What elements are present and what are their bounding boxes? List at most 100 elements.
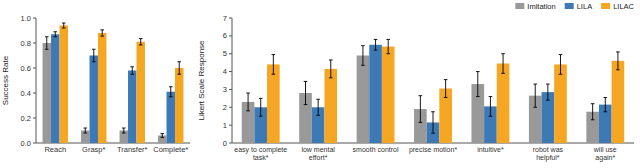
error-cap	[501, 73, 505, 74]
error-cap	[489, 96, 493, 97]
x-tick-label-line: intuitive*	[477, 146, 504, 153]
error-cap	[259, 98, 263, 99]
error-bar	[489, 97, 493, 117]
x-tick-label-line: will use	[593, 146, 617, 153]
legend: Imitation LILA LILAC	[515, 2, 634, 11]
error-line	[55, 32, 56, 37]
error-line	[592, 104, 593, 120]
error-cap	[546, 84, 550, 85]
error-cap	[616, 51, 620, 52]
error-bar	[139, 39, 143, 45]
y-tick-label: 0	[223, 139, 227, 148]
error-cap	[316, 115, 320, 116]
error-bar	[316, 99, 320, 115]
bar	[542, 92, 555, 143]
error-bar	[259, 98, 263, 116]
error-cap	[316, 99, 320, 100]
x-tick-label-line: low mental	[301, 146, 335, 153]
legend-swatch	[565, 3, 574, 9]
error-cap	[304, 104, 308, 105]
error-cap	[386, 39, 390, 40]
error-cap	[130, 74, 134, 75]
error-line	[93, 49, 94, 62]
error-cap	[83, 128, 87, 129]
error-bar	[603, 97, 607, 111]
error-cap	[533, 107, 537, 108]
error-cap	[100, 36, 104, 37]
error-cap	[476, 96, 480, 97]
y-axis	[232, 18, 233, 143]
panel: 0.00.20.40.60.81.0Success RateReachGrasp…	[1, 14, 190, 155]
error-line	[433, 112, 434, 133]
error-line	[490, 97, 491, 117]
error-bar	[546, 84, 550, 100]
panel: 01234567Likert Scale Responseeasy to com…	[197, 2, 635, 162]
y-tick-label: 4	[223, 67, 227, 76]
bar	[98, 33, 106, 143]
error-bar	[329, 60, 333, 78]
bar	[90, 56, 98, 144]
error-bar	[272, 55, 276, 75]
bar	[175, 68, 183, 143]
error-bar	[177, 62, 181, 75]
error-line	[46, 37, 47, 50]
error-bar	[431, 112, 435, 133]
error-bar	[246, 93, 250, 111]
x-tick-label: Grasp*	[82, 145, 105, 154]
error-bar	[62, 23, 66, 28]
legend-item: LILA	[565, 2, 592, 11]
error-line	[330, 60, 331, 78]
y-axis-label: Likert Scale Response	[197, 40, 206, 121]
x-tick-label: robot washelpful*	[533, 146, 564, 162]
error-cap	[489, 116, 493, 117]
chart: 0.00.20.40.60.81.0Success RateReachGrasp…	[0, 0, 640, 168]
error-line	[605, 97, 606, 111]
y-tick-label: 1	[223, 121, 227, 130]
bar	[136, 42, 144, 143]
bar	[43, 43, 51, 143]
error-line	[85, 128, 86, 133]
error-bar	[45, 37, 49, 50]
error-cap	[591, 103, 595, 104]
error-cap	[62, 23, 66, 24]
y-tick-label: 0.2	[21, 114, 31, 123]
legend-label: LILAC	[613, 2, 634, 11]
y-tick-label: 0.0	[21, 139, 31, 148]
error-bar	[444, 80, 448, 98]
legend-label: LILA	[577, 2, 592, 11]
x-tick-label: easy to completetask*	[234, 146, 287, 161]
error-cap	[444, 97, 448, 98]
error-cap	[431, 133, 435, 134]
error-bar	[559, 55, 563, 75]
x-tick-label-line: again*	[595, 154, 615, 162]
x-tick-label-line: smooth control	[353, 146, 399, 153]
error-bar	[53, 32, 57, 37]
error-cap	[533, 84, 537, 85]
x-tick-label-line: helpful*	[536, 154, 560, 162]
legend-item: Imitation	[515, 2, 555, 11]
error-cap	[591, 119, 595, 120]
error-cap	[130, 66, 134, 67]
error-cap	[361, 45, 365, 46]
x-tick-label: will useagain*	[593, 146, 617, 162]
error-cap	[246, 93, 250, 94]
error-cap	[329, 77, 333, 78]
error-bar	[476, 72, 480, 97]
error-line	[362, 46, 363, 66]
error-cap	[444, 79, 448, 80]
error-bar	[122, 128, 126, 133]
error-bar	[419, 96, 423, 123]
error-cap	[177, 61, 181, 62]
error-cap	[177, 74, 181, 75]
bar	[59, 26, 67, 144]
error-line	[63, 23, 64, 28]
error-cap	[139, 38, 143, 39]
legend-item: LILAC	[601, 2, 634, 11]
x-tick-label: smooth control	[353, 146, 399, 153]
error-cap	[476, 71, 480, 72]
error-cap	[122, 128, 126, 129]
x-tick-label-line: task*	[253, 154, 269, 161]
x-tick-label: Reach	[44, 145, 66, 154]
y-axis	[36, 18, 37, 143]
error-cap	[53, 36, 57, 37]
